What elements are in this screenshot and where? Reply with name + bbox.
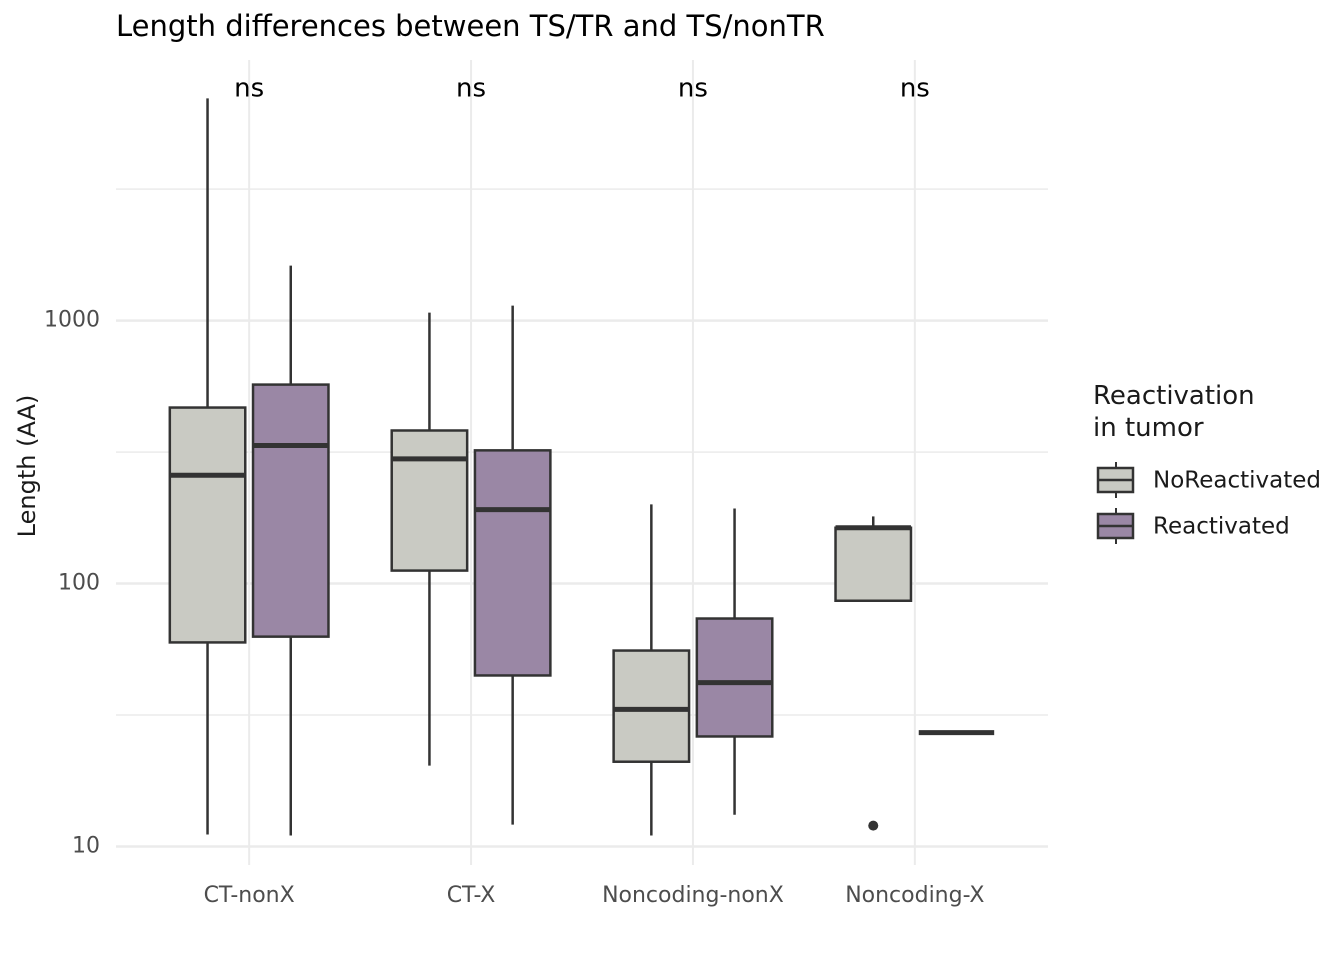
annotation: ns [678, 74, 708, 104]
y-tick-label: 1000 [44, 308, 100, 333]
x-tick-label: Noncoding-X [845, 883, 984, 908]
x-tick-label: Noncoding-nonX [602, 883, 784, 908]
box [612, 649, 691, 763]
box [251, 383, 330, 638]
y-axis-title: Length (AA) [13, 395, 41, 538]
legend-label: NoReactivated [1153, 468, 1321, 494]
annotation: ns [234, 74, 264, 104]
box [473, 449, 552, 677]
box [834, 526, 913, 602]
legend-title: Reactivation in tumor [1093, 381, 1255, 443]
box [390, 429, 469, 572]
annotation: ns [900, 74, 930, 104]
y-tick-label: 10 [72, 833, 100, 858]
x-tick-label: CT-X [447, 883, 496, 908]
annotation: ns [456, 74, 486, 104]
outlier [868, 820, 879, 831]
chart-title: Length differences between TS/TR and TS/… [116, 9, 825, 43]
legend-label: Reactivated [1153, 514, 1290, 540]
x-tick-label: CT-nonX [204, 883, 295, 908]
box [695, 617, 774, 738]
box [168, 406, 247, 644]
y-tick-label: 100 [58, 571, 100, 596]
